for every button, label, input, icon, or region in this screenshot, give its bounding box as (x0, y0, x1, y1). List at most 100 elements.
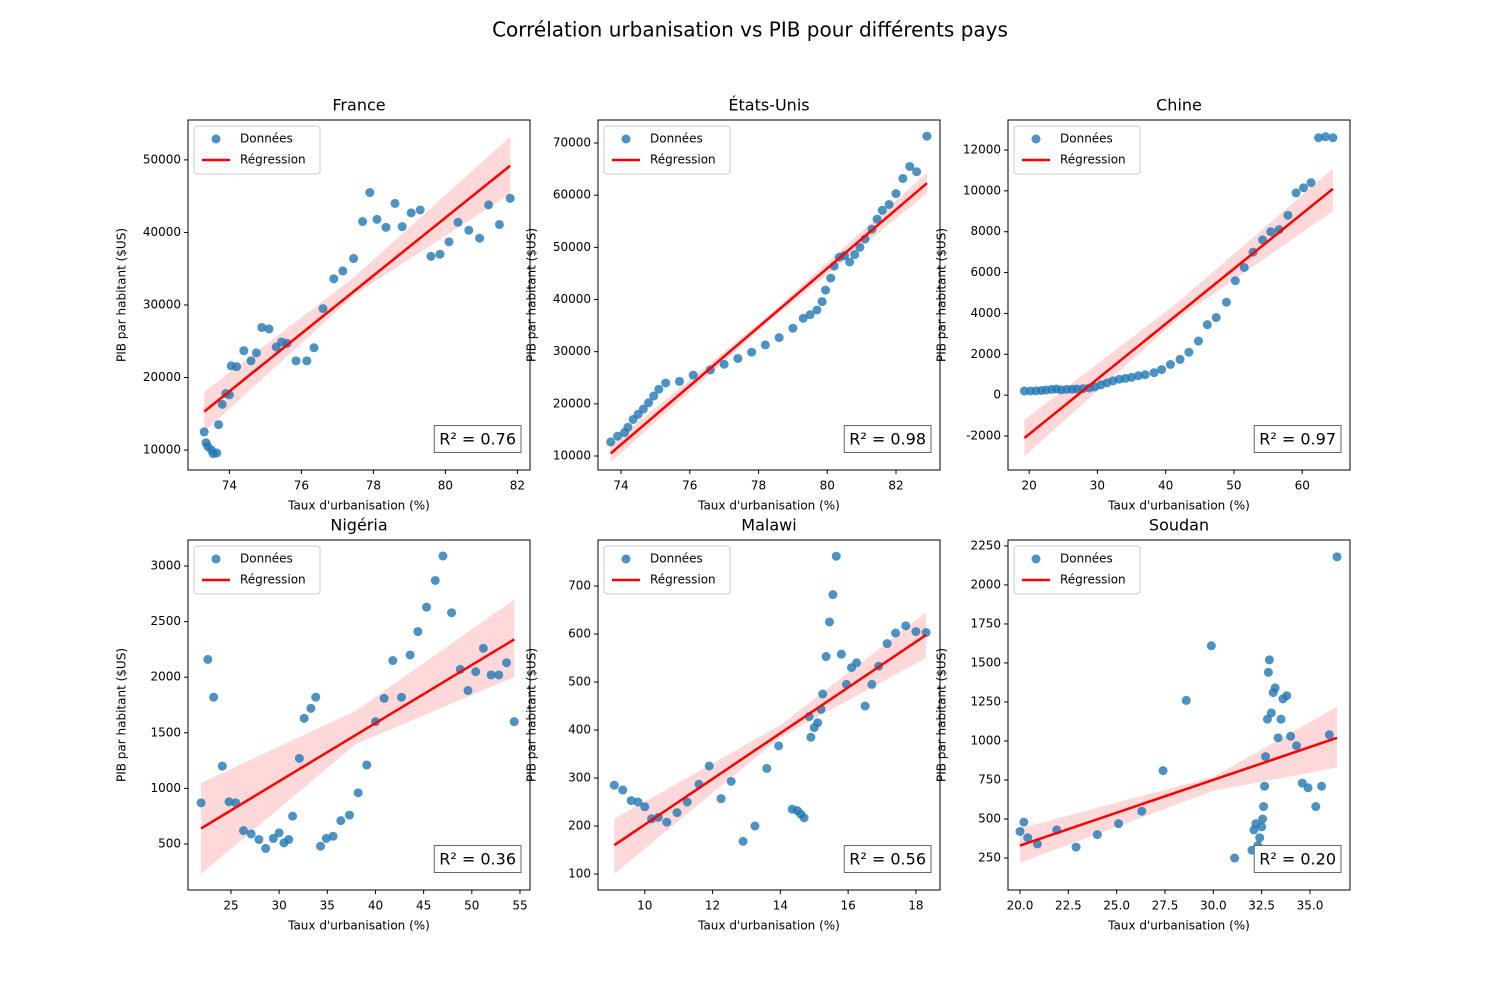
x-axis-label: Taux d'urbanisation (%) (287, 499, 430, 513)
data-point (464, 225, 474, 235)
data-point (212, 448, 222, 458)
data-point (762, 763, 772, 773)
annotation: R² = 0.56 (849, 850, 926, 869)
axes-frame (597, 119, 941, 471)
data-point (203, 654, 213, 664)
data-point (329, 274, 339, 284)
x-tick-label: 25.0 (1103, 899, 1130, 913)
x-tick-label: 76 (294, 479, 309, 493)
data-point (836, 649, 846, 659)
legend-box (193, 545, 321, 595)
regression-line (609, 182, 928, 455)
data-point (435, 249, 445, 259)
legend-label: Régression (240, 573, 306, 587)
regression-line (203, 164, 511, 413)
data-point (444, 237, 454, 247)
legend-marker (621, 134, 631, 144)
data-point (1184, 347, 1194, 357)
data-point (1211, 313, 1221, 323)
data-point (747, 347, 757, 357)
y-tick-label: 200 (568, 819, 591, 833)
data-point (1314, 133, 1324, 143)
y-tick-label: 1500 (150, 725, 181, 739)
x-axis-label: Taux d'urbanisation (%) (1107, 919, 1250, 933)
y-tick-label: 3000 (150, 559, 181, 573)
data-point (1273, 733, 1283, 743)
data-point (1175, 354, 1185, 364)
data-point (1165, 360, 1175, 370)
y-tick-label: 2000 (150, 670, 181, 684)
data-point (872, 214, 882, 224)
data-point (1266, 227, 1276, 237)
x-tick-label: 35.0 (1297, 899, 1324, 913)
data-point (261, 843, 271, 853)
data-point (1332, 552, 1342, 562)
data-point (1259, 802, 1269, 812)
y-tick-label: 40000 (553, 292, 591, 306)
data-point (640, 802, 650, 812)
data-point (609, 780, 619, 790)
y-tick-label: 2000 (970, 347, 1001, 361)
y-tick-label: 500 (568, 674, 591, 688)
x-tick-label: 78 (366, 479, 381, 493)
data-point (362, 760, 372, 770)
y-tick-label: 50000 (143, 152, 181, 166)
data-point (1221, 297, 1231, 307)
data-point (478, 643, 488, 653)
x-tick-label: 30.0 (1200, 899, 1227, 913)
data-point (618, 785, 628, 795)
data-point (209, 692, 219, 702)
data-point (850, 250, 860, 260)
data-point (224, 797, 234, 807)
data-point (1257, 822, 1267, 832)
data-point (1137, 806, 1147, 816)
legend-marker (1031, 554, 1041, 564)
data-point (1266, 708, 1276, 718)
data-point (922, 131, 932, 141)
data-point (251, 348, 261, 358)
data-point (839, 251, 849, 261)
data-point (486, 670, 496, 680)
data-point (264, 324, 274, 334)
y-tick-label: 1500 (970, 655, 1001, 669)
y-tick-label: 100 (568, 867, 591, 881)
data-point (422, 602, 432, 612)
data-point (1015, 826, 1025, 836)
regression-line (613, 633, 927, 847)
data-point (1299, 183, 1309, 193)
data-point (1230, 276, 1240, 286)
legend-label: Données (240, 552, 293, 566)
y-tick-label: 10000 (963, 183, 1001, 197)
annotation-box (433, 425, 522, 453)
x-tick-label: 74 (222, 479, 237, 493)
annotation: R² = 0.20 (1259, 850, 1336, 869)
data-point (413, 627, 423, 637)
data-point (911, 627, 921, 637)
data-point (246, 356, 256, 366)
data-point (1270, 683, 1280, 693)
data-point (877, 205, 887, 215)
legend-label: Données (1060, 552, 1113, 566)
data-point (1127, 372, 1137, 382)
data-point (891, 189, 901, 199)
data-point (306, 703, 316, 713)
y-tick-label: 700 (568, 578, 591, 592)
subplot: Nigéria 25 30 35 40 45 50 55 500 1000 1500 2000 2500… (115, 516, 531, 933)
data-point (805, 310, 815, 320)
y-tick-label: 1000 (150, 781, 181, 795)
subplot-title: Soudan (1149, 516, 1209, 535)
data-point (1181, 695, 1191, 705)
data-point (719, 359, 729, 369)
data-point (674, 376, 684, 386)
axes-frame (187, 119, 531, 471)
annotation-box (843, 845, 932, 873)
data-point (1291, 188, 1301, 198)
data-point (1328, 133, 1338, 143)
data-point (1157, 365, 1167, 375)
data-point (257, 322, 267, 332)
data-point (905, 161, 915, 171)
data-point (1133, 371, 1143, 381)
y-tick-label: 8000 (970, 224, 1001, 238)
y-tick-label: 10000 (553, 449, 591, 463)
